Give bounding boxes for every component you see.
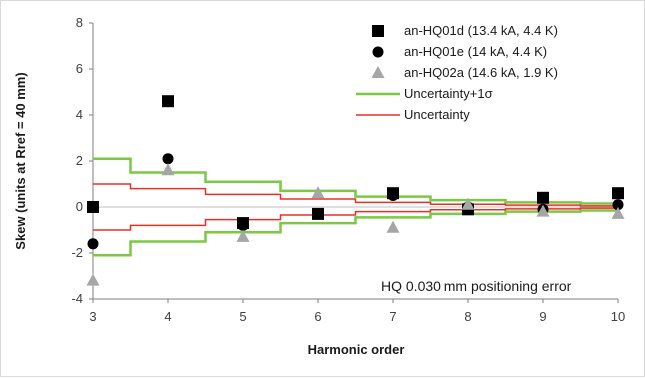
y-tick-label: -4 <box>71 291 83 306</box>
triangle-point <box>236 229 250 242</box>
square-point <box>87 201 99 213</box>
triangle-point <box>536 204 550 217</box>
triangle-point <box>161 163 175 176</box>
x-tick-label: 5 <box>239 309 246 324</box>
triangle-point <box>311 186 325 199</box>
y-tick-label: -2 <box>71 245 83 260</box>
y-tick-label: 0 <box>76 199 83 214</box>
circle-point <box>387 190 399 201</box>
x-tick-label: 4 <box>164 309 171 324</box>
tick-labels: -4 -2 0 2 4 6 8 3 4 5 6 7 8 9 10 <box>71 15 625 324</box>
circle-point <box>87 238 99 250</box>
triangle-point <box>386 220 400 233</box>
triangle-point <box>461 197 475 210</box>
triangle-point <box>86 273 100 286</box>
x-tick-label: 8 <box>464 309 471 324</box>
uncertainty-plus-1sigma-lower-line <box>93 209 618 257</box>
x-tick-label: 7 <box>389 309 396 324</box>
legend-label: Uncertainty+1σ <box>404 86 493 101</box>
legend-label: Uncertainty <box>404 107 470 122</box>
legend-triangle-marker <box>371 66 385 78</box>
legend-label: an-HQ01e (14 kA, 4.4 K) <box>404 44 547 59</box>
circle-point <box>162 153 174 165</box>
x-tick-label: 9 <box>539 309 546 324</box>
x-axis-title: Harmonic order <box>308 342 405 357</box>
square-point <box>612 187 624 200</box>
y-tick-label: 8 <box>76 15 83 30</box>
circle-point <box>237 219 249 231</box>
circle-point <box>612 199 624 211</box>
x-tick-label: 10 <box>611 309 625 324</box>
y-tick-label: 2 <box>76 153 83 168</box>
square-point <box>537 191 549 204</box>
triangle-point <box>611 206 625 219</box>
legend: an-HQ01d (13.4 kA, 4.4 K) an-HQ01e (14 kA… <box>356 23 558 122</box>
annotation-text: HQ 0.030 mm positioning error <box>381 278 572 294</box>
x-tick-label: 3 <box>89 309 96 324</box>
x-tick-label: 6 <box>314 309 321 324</box>
y-axis-title: Skew (units at Rref = 40 mm) <box>13 72 28 249</box>
legend-square-marker <box>372 25 384 37</box>
legend-label: an-HQ02a (14.6 kA, 1.9 K) <box>404 65 558 80</box>
legend-label: an-HQ01d (13.4 kA, 4.4 K) <box>404 23 558 38</box>
y-tick-label: 6 <box>76 61 83 76</box>
legend-circle-marker <box>372 46 384 58</box>
square-point <box>162 95 174 108</box>
y-tick-label: 4 <box>76 107 83 122</box>
data-points <box>86 95 625 286</box>
circle-point <box>312 208 324 220</box>
